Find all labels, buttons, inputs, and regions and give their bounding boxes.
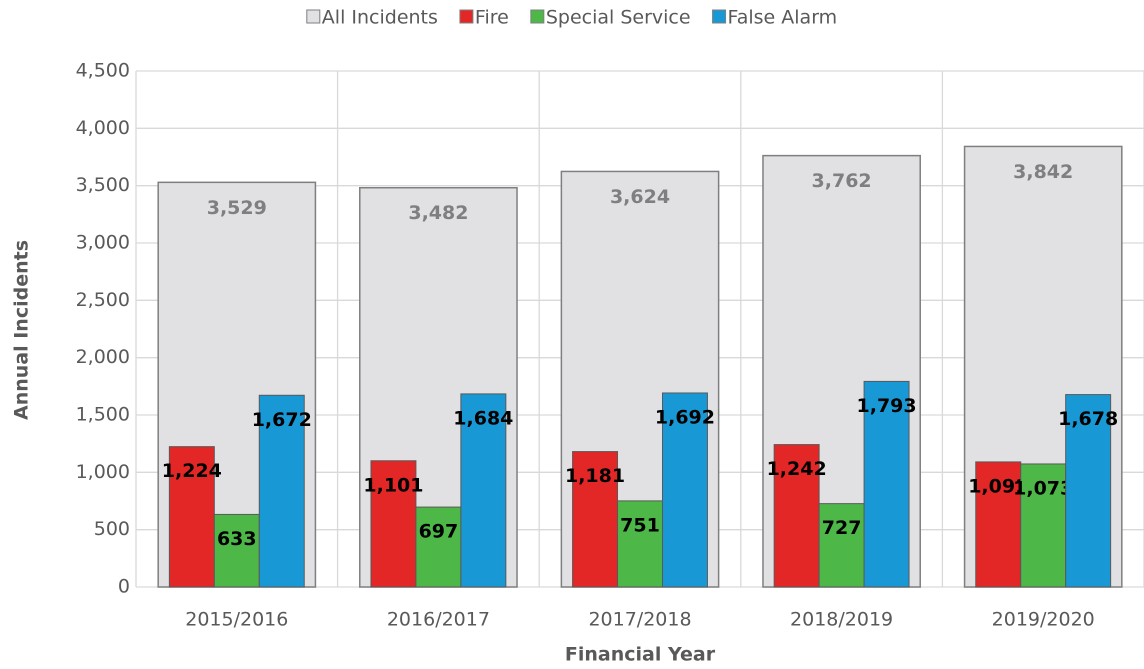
bar — [818, 503, 865, 588]
bar — [773, 444, 820, 588]
data-label: 1,672 — [252, 409, 312, 431]
y-tick-label: 3,000 — [76, 232, 130, 254]
data-label: 727 — [822, 517, 862, 539]
y-tick-label: 4,500 — [76, 60, 130, 82]
data-label: 1,793 — [857, 395, 917, 417]
bar — [415, 506, 462, 588]
legend-label: Fire — [475, 7, 509, 29]
bar — [661, 392, 708, 588]
y-tick-label: 2,500 — [76, 289, 130, 311]
data-label: 697 — [419, 521, 459, 543]
y-tick-label: 3,500 — [76, 174, 130, 196]
data-label: 1,684 — [453, 407, 513, 429]
legend-label: False Alarm — [728, 7, 838, 29]
data-label: 3,529 — [207, 197, 267, 219]
data-label: 1,242 — [767, 458, 827, 480]
data-label: 1,091 — [968, 475, 1028, 497]
bar — [572, 451, 619, 588]
legend-swatch — [530, 9, 545, 24]
data-label: 3,762 — [812, 170, 872, 192]
data-label: 1,101 — [363, 474, 423, 496]
y-tick-label: 1,500 — [76, 404, 130, 426]
bar — [863, 380, 910, 588]
data-label: 3,842 — [1013, 161, 1073, 183]
y-axis-title: Annual Incidents — [11, 240, 33, 420]
bar — [1020, 463, 1067, 588]
bar — [258, 394, 305, 588]
bar — [617, 500, 663, 588]
legend-swatch — [712, 9, 727, 24]
y-tick-label: 2,000 — [76, 346, 130, 368]
data-label: 1,678 — [1058, 408, 1118, 430]
data-label: 1,692 — [655, 406, 715, 428]
data-label: 1,181 — [565, 465, 625, 487]
data-label: 633 — [217, 528, 257, 550]
x-tick-label: 2018/2019 — [790, 609, 893, 631]
legend-label: All Incidents — [322, 7, 438, 29]
data-label: 1,073 — [1013, 477, 1073, 499]
y-tick-label: 0 — [118, 576, 130, 598]
data-label: 751 — [620, 514, 660, 536]
data-label: 3,482 — [408, 202, 468, 224]
x-axis-title: Financial Year — [565, 644, 716, 666]
x-tick-label: 2016/2017 — [387, 609, 490, 631]
legend-label: Special Service — [546, 7, 691, 29]
y-tick-label: 4,000 — [76, 117, 130, 139]
bar — [460, 393, 507, 588]
data-label: 3,624 — [610, 186, 670, 208]
bar — [370, 460, 417, 588]
legend-swatch — [306, 9, 321, 24]
bar — [213, 513, 260, 588]
y-tick-label: 1,000 — [76, 461, 130, 483]
bar — [1065, 394, 1112, 588]
legend-swatch — [459, 9, 474, 24]
x-tick-label: 2019/2020 — [992, 609, 1095, 631]
x-tick-label: 2017/2018 — [588, 609, 691, 631]
x-tick-label: 2015/2016 — [185, 609, 288, 631]
data-label: 1,224 — [162, 460, 222, 482]
y-tick-label: 500 — [94, 518, 130, 540]
